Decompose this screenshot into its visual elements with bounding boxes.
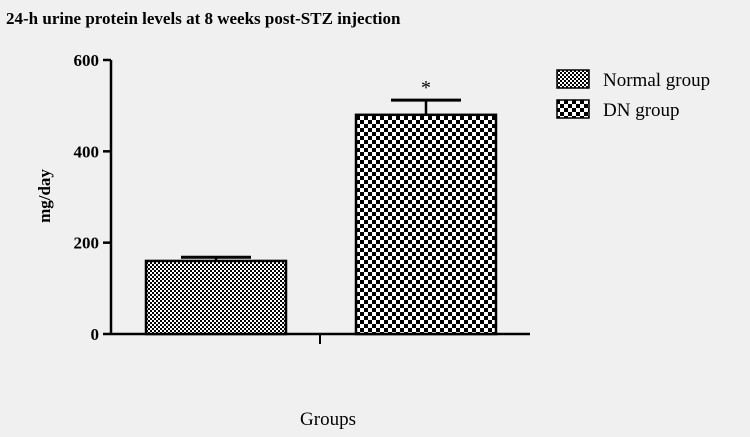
y-tick-label: 600: [74, 51, 100, 70]
bar-dn-group: [354, 113, 498, 336]
y-tick-label: 400: [74, 142, 100, 161]
x-axis-label: Groups: [300, 409, 356, 430]
legend-swatch: [556, 99, 590, 119]
bars: *: [144, 77, 498, 336]
y-tick-label: 200: [74, 234, 100, 253]
y-tick-label: 0: [91, 325, 100, 344]
significance-marker: *: [421, 77, 431, 99]
legend-label: DN group: [603, 100, 680, 121]
legend-label: Normal group: [603, 70, 710, 91]
legend-swatch: [556, 69, 590, 89]
legend: Normal group DN group: [556, 69, 710, 121]
bar-normal-group: [144, 259, 288, 336]
y-axis-label: mg/day: [35, 169, 54, 223]
chart-title: 24-h urine protein levels at 8 weeks pos…: [6, 9, 401, 28]
